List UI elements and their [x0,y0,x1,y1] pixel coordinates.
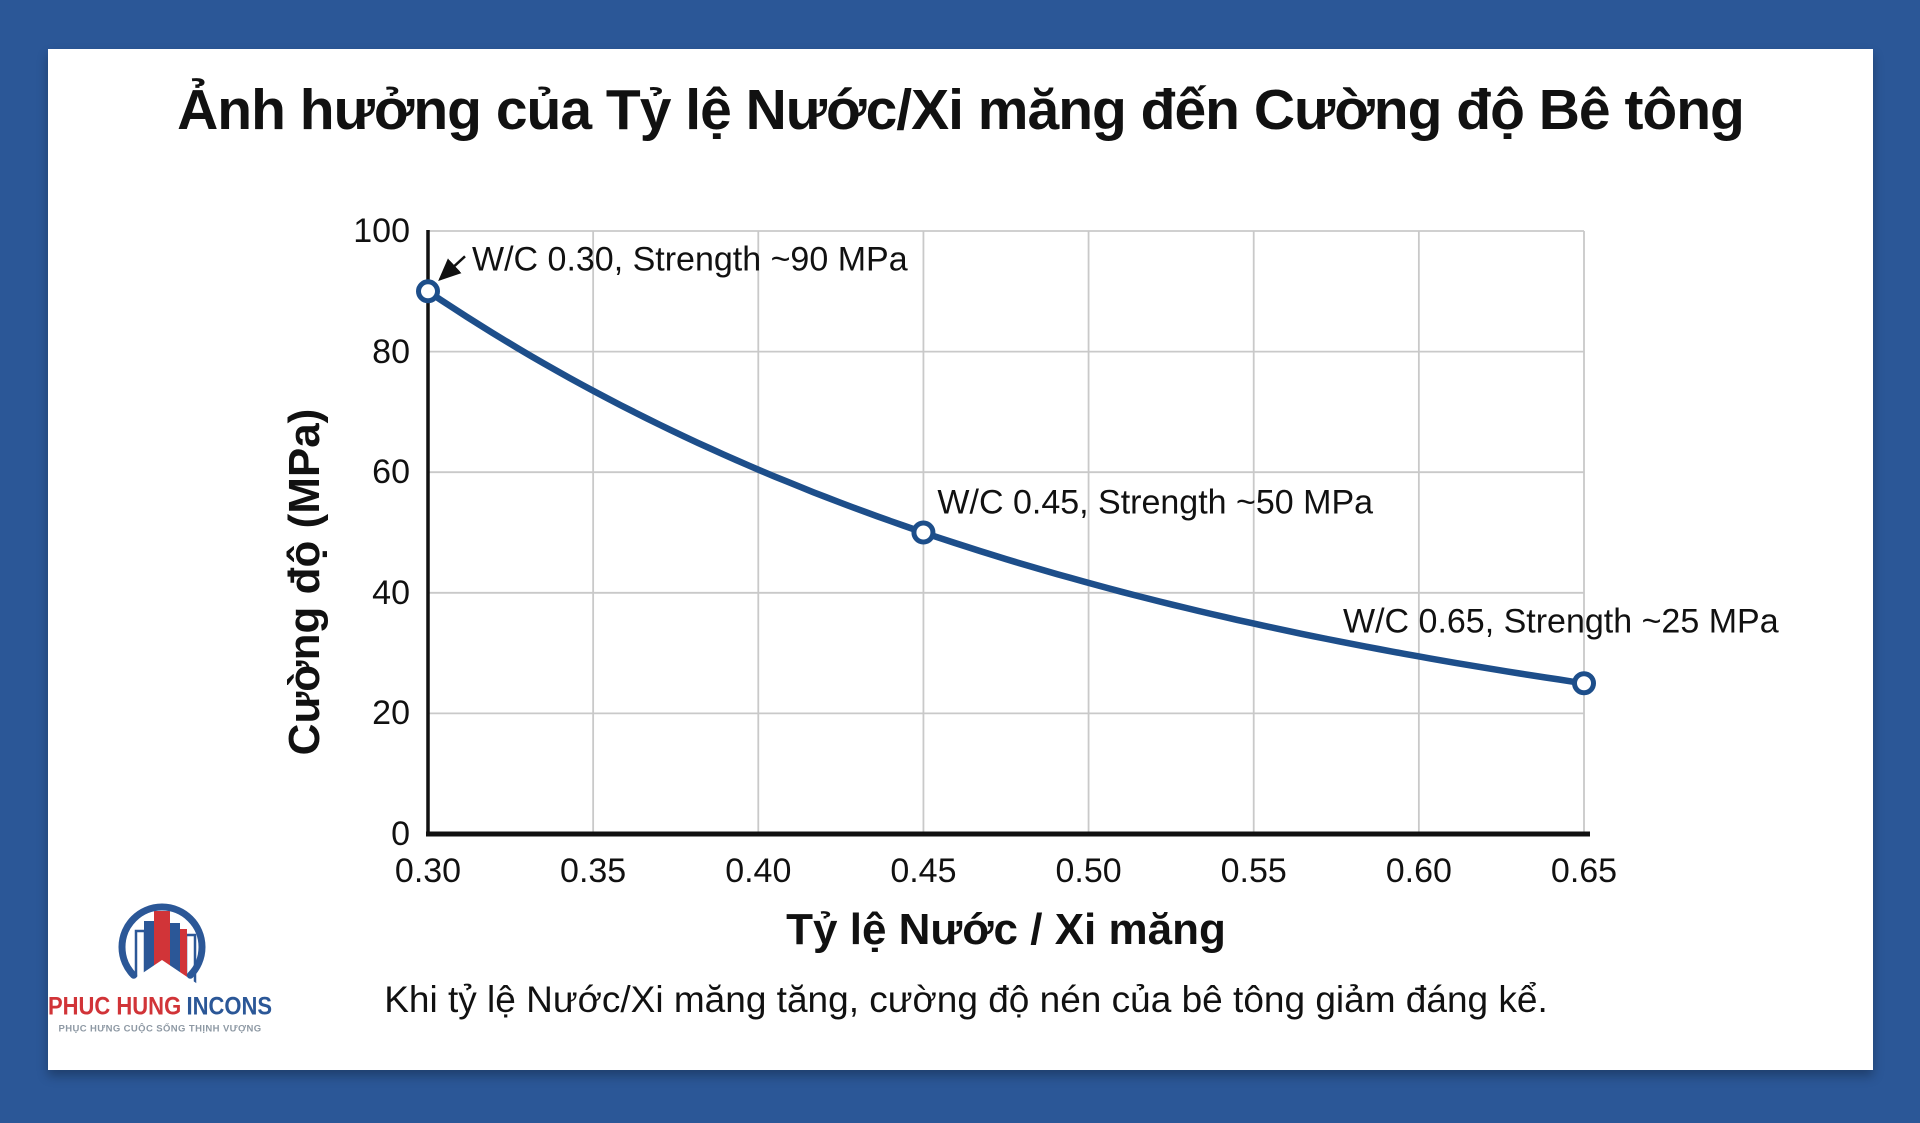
logo-name-secondary: INCONS [186,992,273,1021]
gridlines [427,230,1585,835]
logo-wordmark: PHUC HUNG INCONS [48,993,272,1022]
y-tick-label: 100 [353,212,410,250]
phuc-hung-incons-logo-icon [118,903,206,999]
x-axis-title: Tỷ lệ Nước / Xi măng [786,905,1226,954]
point-annotation: W/C 0.45, Strength ~50 MPa [937,483,1374,521]
x-tick-label: 0.40 [725,852,792,890]
logo-chevron-base [122,960,202,999]
logo-circle-ring [118,903,206,979]
y-axis-title: Cường độ (MPa) [280,408,329,756]
logo-tagline: PHỤC HƯNG CUỘC SỐNG THỊNH VƯỢNG [58,1023,262,1035]
x-tick-label: 0.55 [1220,852,1287,890]
x-tick-label: 0.35 [560,852,627,890]
content-panel: Ảnh hưởng của Tỷ lệ Nước/Xi măng đến Cườ… [48,49,1873,1070]
x-tick-label: 0.50 [1055,852,1122,890]
point-annotation: W/C 0.65, Strength ~25 MPa [1343,602,1779,641]
line-chart-plot [416,230,1596,837]
x-tick-label: 0.60 [1385,852,1452,890]
y-tick-label: 80 [372,332,410,371]
x-tick-label: 0.30 [394,852,462,890]
axis-spines [426,230,1590,837]
point-annotation: W/C 0.30, Strength ~90 MPa [472,240,908,279]
logo-name-primary: PHUC HUNG [47,992,182,1021]
annotation-arrow [438,255,466,281]
data-point-markers [416,279,1596,696]
strength-curve [424,288,1588,687]
y-tick-label: 40 [372,573,410,612]
x-tick-label: 0.65 [1550,852,1618,890]
x-tick-label: 0.45 [890,852,957,890]
y-tick-label: 20 [372,694,410,733]
chart-caption: Khi tỷ lệ Nước/Xi măng tăng, cường độ né… [384,979,1548,1020]
y-tick-label: 0 [391,815,410,853]
chart-title: Ảnh hưởng của Tỷ lệ Nước/Xi măng đến Cườ… [177,78,1745,142]
y-tick-label: 60 [372,453,410,492]
